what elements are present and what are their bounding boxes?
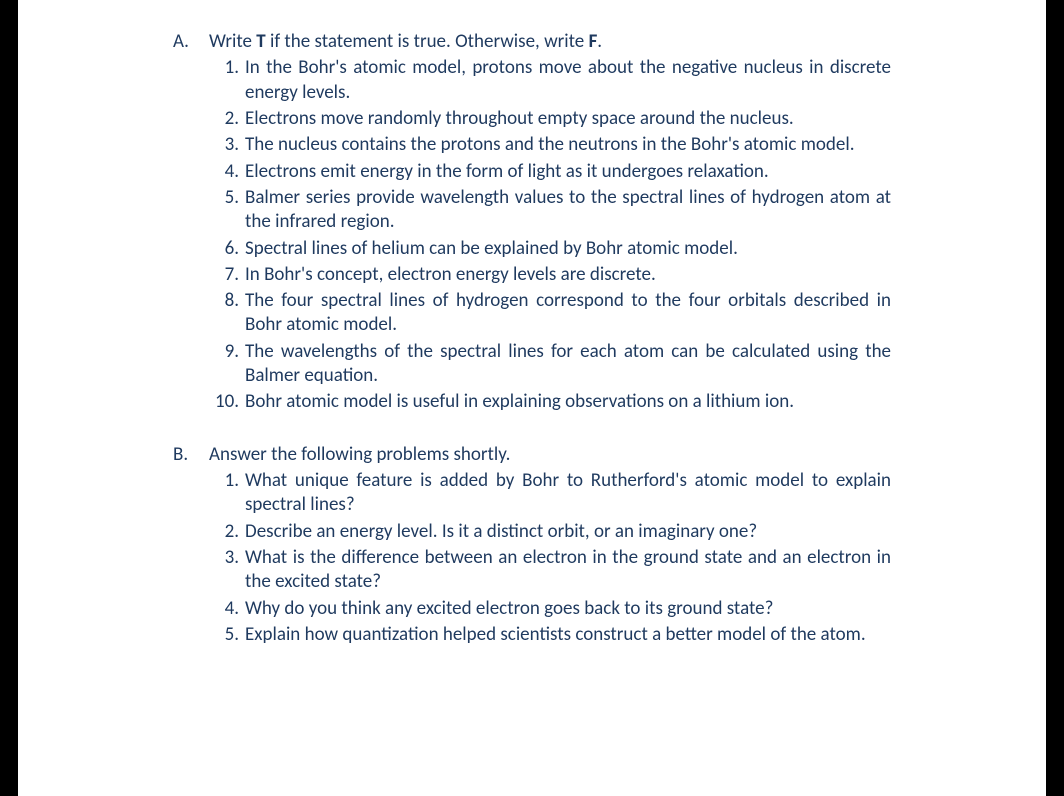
list-item: 10.Bohr atomic model is useful in explai… — [209, 390, 891, 414]
list-item: 1.In the Bohr's atomic model, protons mo… — [209, 56, 891, 105]
intro-text-post: . — [597, 30, 602, 53]
intro-text-mid: if the statement is true. Otherwise, wri… — [266, 30, 589, 53]
section-a-items: 1.In the Bohr's atomic model, protons mo… — [173, 56, 891, 414]
item-number: 4. — [209, 160, 245, 184]
item-text: Balmer series provide wavelength values … — [245, 186, 891, 235]
section-b: B. Answer the following problems shortly… — [173, 443, 891, 648]
item-text: Spectral lines of helium can be explaine… — [245, 237, 891, 261]
list-item: 5.Explain how quantization helped scient… — [209, 623, 891, 647]
item-number: 5. — [209, 623, 245, 647]
list-item: 6.Spectral lines of helium can be explai… — [209, 237, 891, 261]
item-number: 2. — [209, 107, 245, 131]
intro-bold-f: F — [589, 30, 598, 53]
item-number: 1. — [209, 469, 245, 518]
list-item: 2.Electrons move randomly throughout emp… — [209, 107, 891, 131]
section-b-intro: Answer the following problems shortly. — [209, 443, 891, 467]
list-item: 3.The nucleus contains the protons and t… — [209, 133, 891, 157]
document-page: A. Write T if the statement is true. Oth… — [18, 0, 1046, 796]
item-number: 8. — [209, 289, 245, 338]
item-text: Bohr atomic model is useful in explainin… — [245, 390, 891, 414]
item-number: 3. — [209, 133, 245, 157]
list-item: 1.What unique feature is added by Bohr t… — [209, 469, 891, 518]
item-number: 1. — [209, 56, 245, 105]
item-number: 2. — [209, 520, 245, 544]
list-item: 7.In Bohr's concept, electron energy lev… — [209, 263, 891, 287]
section-a-header: A. Write T if the statement is true. Oth… — [173, 30, 891, 54]
item-number: 6. — [209, 237, 245, 261]
item-text: What is the difference between an electr… — [245, 546, 891, 595]
section-a-marker: A. — [173, 30, 209, 54]
item-number: 7. — [209, 263, 245, 287]
item-text: The four spectral lines of hydrogen corr… — [245, 289, 891, 338]
section-a: A. Write T if the statement is true. Oth… — [173, 30, 891, 415]
section-b-header: B. Answer the following problems shortly… — [173, 443, 891, 467]
item-number: 5. — [209, 186, 245, 235]
viewport: A. Write T if the statement is true. Oth… — [0, 0, 1064, 796]
intro-bold-t: T — [256, 30, 265, 53]
item-number: 10. — [209, 390, 245, 414]
list-item: 4.Electrons emit energy in the form of l… — [209, 160, 891, 184]
list-item: 2.Describe an energy level. Is it a dist… — [209, 520, 891, 544]
item-number: 9. — [209, 340, 245, 389]
item-number: 4. — [209, 597, 245, 621]
section-b-marker: B. — [173, 443, 209, 467]
item-text: Why do you think any excited electron go… — [245, 597, 891, 621]
item-text: Explain how quantization helped scientis… — [245, 623, 891, 647]
item-number: 3. — [209, 546, 245, 595]
item-text: Electrons move randomly throughout empty… — [245, 107, 891, 131]
item-text: In the Bohr's atomic model, protons move… — [245, 56, 891, 105]
section-a-intro: Write T if the statement is true. Otherw… — [209, 30, 891, 54]
item-text: What unique feature is added by Bohr to … — [245, 469, 891, 518]
list-item: 3.What is the difference between an elec… — [209, 546, 891, 595]
item-text: The wavelengths of the spectral lines fo… — [245, 340, 891, 389]
list-item: 4.Why do you think any excited electron … — [209, 597, 891, 621]
intro-text-pre: Write — [209, 30, 256, 53]
item-text: Electrons emit energy in the form of lig… — [245, 160, 891, 184]
list-item: 5.Balmer series provide wavelength value… — [209, 186, 891, 235]
item-text: In Bohr's concept, electron energy level… — [245, 263, 891, 287]
list-item: 9.The wavelengths of the spectral lines … — [209, 340, 891, 389]
item-text: The nucleus contains the protons and the… — [245, 133, 891, 157]
list-item: 8.The four spectral lines of hydrogen co… — [209, 289, 891, 338]
item-text: Describe an energy level. Is it a distin… — [245, 520, 891, 544]
section-b-items: 1.What unique feature is added by Bohr t… — [173, 469, 891, 647]
